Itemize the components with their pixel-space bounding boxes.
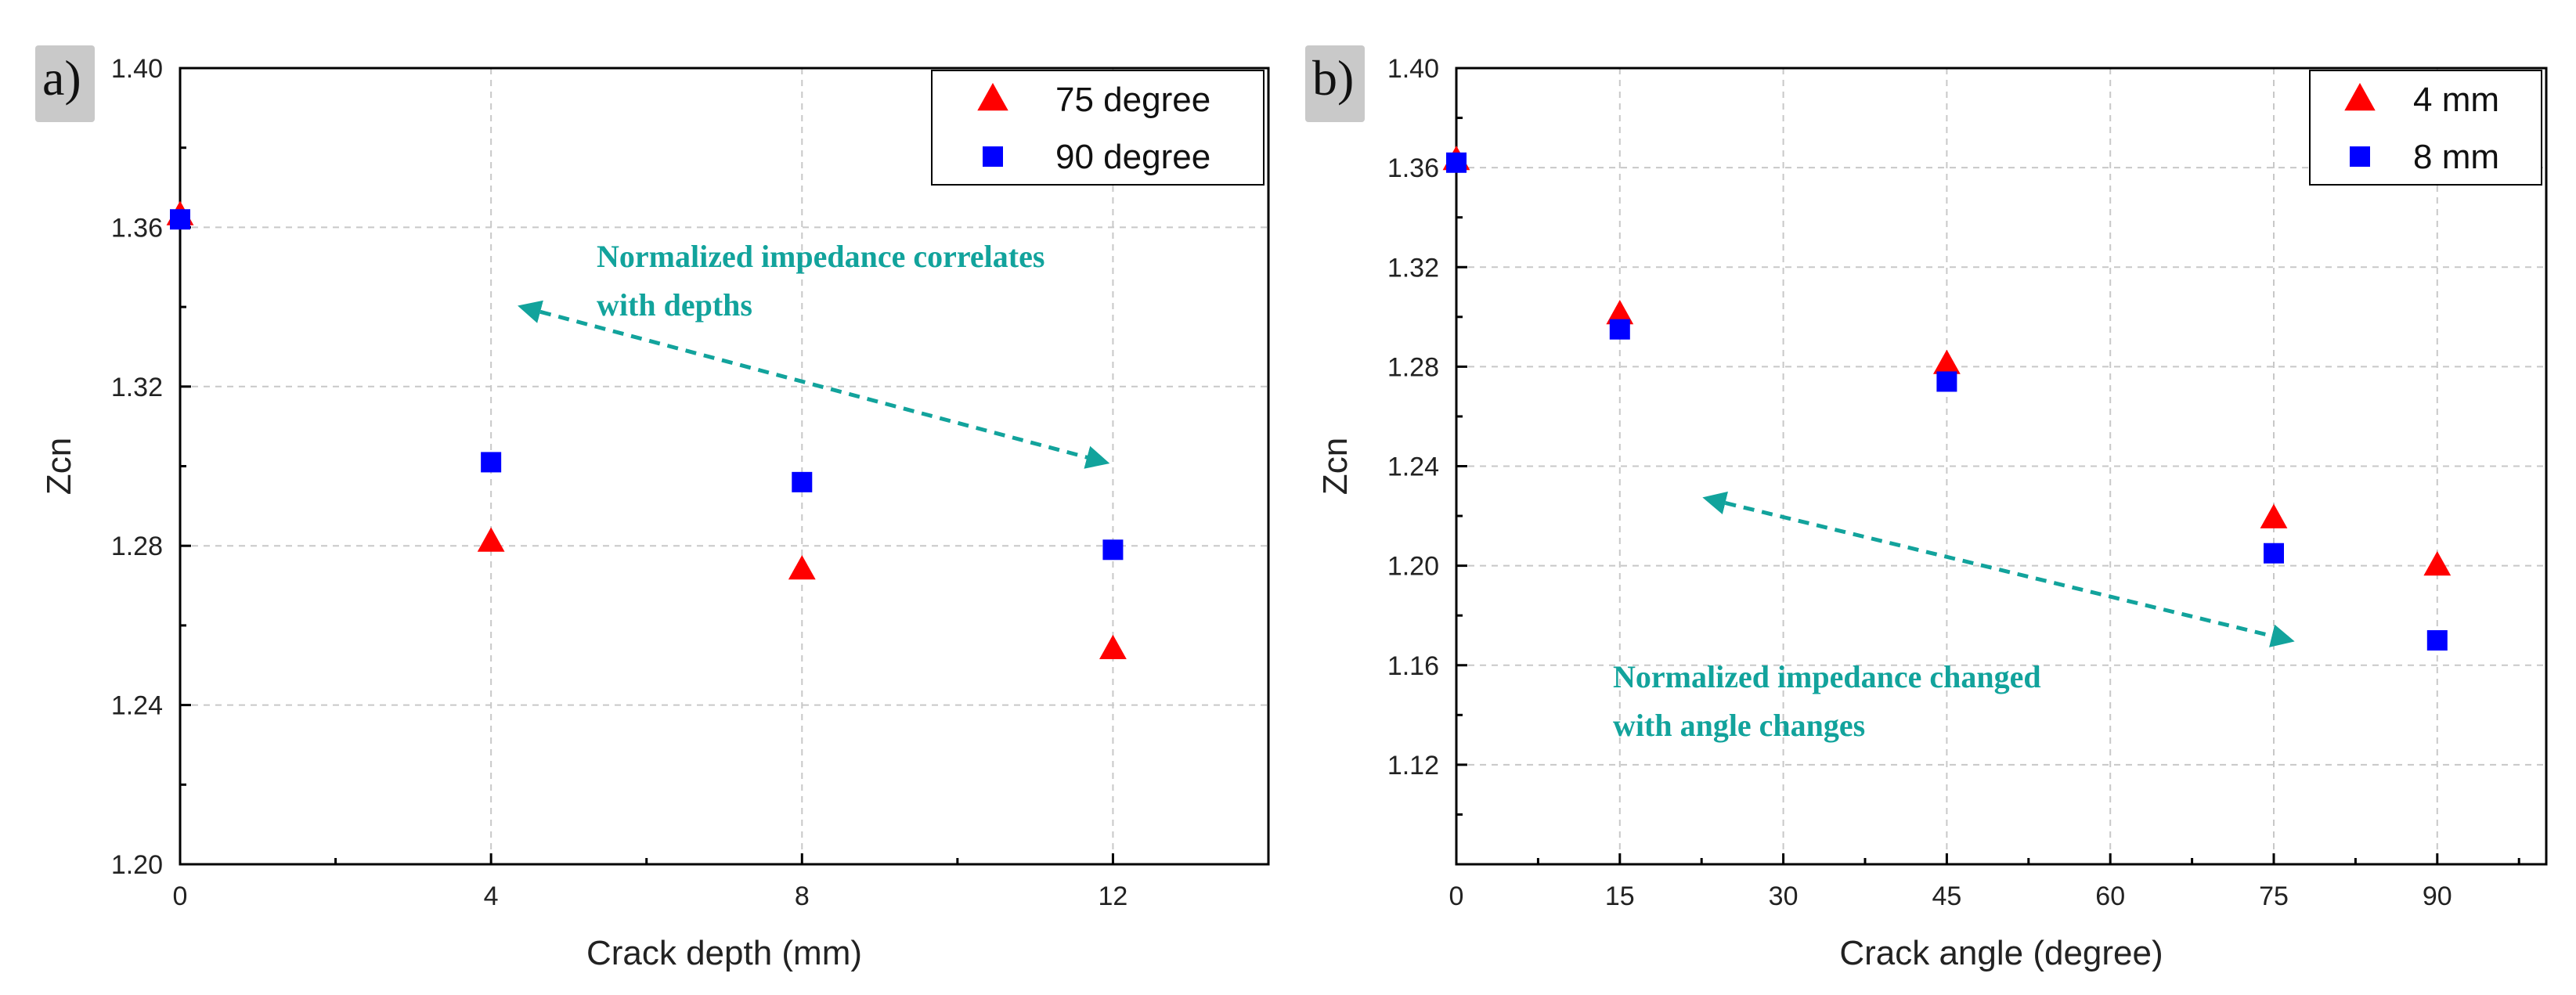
data-point-triangle <box>477 527 505 552</box>
data-point-square <box>481 452 502 473</box>
annotation-arrow <box>518 300 1110 469</box>
data-point-square <box>2426 629 2448 651</box>
data-point-square <box>1936 371 1957 392</box>
data-point-square <box>1446 152 1467 173</box>
x-tick-label: 60 <box>2095 881 2125 911</box>
data-point-triangle <box>788 555 816 580</box>
y-tick-label: 1.24 <box>111 691 163 721</box>
y-tick-label: 1.24 <box>1387 452 1439 482</box>
y-tick-label: 1.20 <box>1387 552 1439 582</box>
annotation-text: Normalized impedance correlates <box>597 239 1044 274</box>
data-point-triangle <box>2423 551 2452 576</box>
data-point-triangle <box>2260 503 2288 528</box>
data-point-triangle <box>1099 634 1127 660</box>
y-axis-title: Zcn <box>1316 438 1355 495</box>
plot-frame <box>179 67 1270 866</box>
y-tick-label: 1.16 <box>1387 651 1439 681</box>
x-tick-label: 12 <box>1099 881 1128 911</box>
data-point-triangle <box>1606 300 1634 325</box>
x-tick-label: 0 <box>173 881 188 911</box>
x-tick-label: 4 <box>484 881 499 911</box>
annotation-text: with angle changes <box>1613 708 1865 743</box>
legend-label: 4 mm <box>2413 81 2499 119</box>
x-tick-label: 15 <box>1605 881 1635 911</box>
y-tick-label: 1.36 <box>111 213 163 243</box>
x-tick-label: 90 <box>2423 881 2452 911</box>
y-tick-label: 1.32 <box>111 373 163 402</box>
y-tick-label: 1.12 <box>1387 751 1439 780</box>
panel-label: a) <box>42 50 81 106</box>
y-tick-label: 1.40 <box>111 54 163 84</box>
data-point-square <box>1609 319 1630 340</box>
y-tick-label: 1.28 <box>111 532 163 561</box>
data-point-square <box>170 209 190 230</box>
y-tick-label: 1.28 <box>1387 352 1439 382</box>
y-axis-title: Zcn <box>40 438 78 495</box>
data-point-square <box>792 471 813 492</box>
x-tick-label: 30 <box>1769 881 1799 911</box>
panel-label: b) <box>1312 50 1354 106</box>
y-tick-label: 1.20 <box>111 850 163 880</box>
legend-label: 90 degree <box>1055 138 1210 176</box>
panel-label-box <box>35 45 95 122</box>
annotation-text: Normalized impedance changed <box>1613 659 2041 694</box>
panel-label-box <box>1305 45 1365 122</box>
legend-marker-triangle <box>2344 82 2376 111</box>
x-tick-label: 8 <box>795 881 810 911</box>
annotation-arrow <box>1702 491 2295 647</box>
y-tick-label: 1.40 <box>1387 54 1439 84</box>
legend-label: 75 degree <box>1055 81 1210 119</box>
x-tick-label: 45 <box>1932 881 1961 911</box>
data-point-square <box>2264 543 2284 564</box>
annotation-text: with depths <box>597 287 752 323</box>
data-point-square <box>1102 539 1124 561</box>
panel-a-chart: 0 4 8 12 1.20 1.24 1.28 1.32 1.36 1.40 Crack depth… <box>35 45 1270 972</box>
y-tick-label: 1.32 <box>1387 253 1439 283</box>
legend-box <box>2309 70 2542 186</box>
x-axis-title: Crack angle (degree) <box>1839 934 2163 972</box>
x-axis-title: Crack depth (mm) <box>586 934 862 972</box>
x-tick-label: 75 <box>2259 881 2289 911</box>
data-point-triangle <box>1933 349 1961 374</box>
legend-marker-triangle <box>977 82 1008 111</box>
legend-marker-square <box>983 146 1003 167</box>
y-tick-label: 1.36 <box>1387 153 1439 183</box>
legend-marker-square <box>2350 146 2370 167</box>
legend-label: 8 mm <box>2413 138 2499 176</box>
panel-b-chart: 0 15 30 45 60 75 90 1.12 1.16 1.20 1.24 1.28 1.32 1.3… <box>1305 45 2548 972</box>
x-tick-label: 0 <box>1449 881 1464 911</box>
